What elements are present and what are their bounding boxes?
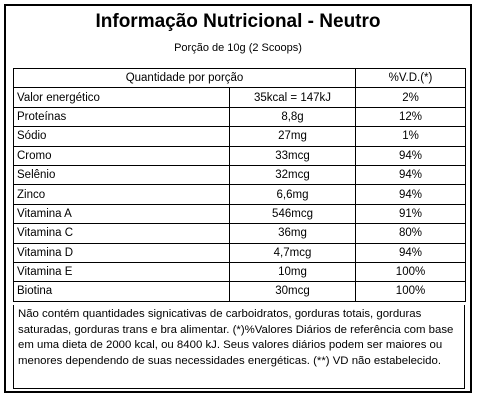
table-row: Cromo 33mcg 94%	[13, 145, 467, 166]
nutrient-daily-value: 94%	[355, 145, 467, 166]
panel-title: Informação Nutricional - Neutro	[95, 11, 381, 32]
nutrient-daily-value: 91%	[355, 203, 467, 225]
nutrient-quantity: 32mcg	[228, 164, 357, 186]
nutrient-name: Sódio	[13, 126, 230, 147]
nutrition-facts-panel: Informação Nutricional - Neutro Porção d…	[4, 4, 472, 393]
nutrient-quantity: 35kcal = 147kJ	[228, 87, 357, 108]
nutrient-name: Vitamina C	[13, 223, 230, 244]
nutrition-table: Quantidade por porção %V.D.(*) Valor ene…	[12, 67, 467, 302]
nutrient-daily-value: 1%	[355, 126, 467, 147]
table-row: Vitamina C 36mg 80%	[13, 223, 467, 244]
table-row: Sódio 27mg 1%	[13, 126, 467, 147]
nutrient-name: Cromo	[13, 145, 230, 166]
nutrient-quantity: 10mg	[228, 261, 357, 283]
nutrient-daily-value: 2%	[355, 87, 467, 108]
nutrient-quantity: 33mcg	[228, 145, 357, 166]
table-header-row: Quantidade por porção %V.D.(*)	[12, 67, 467, 89]
nutrient-daily-value: 80%	[355, 223, 467, 244]
nutrient-daily-value: 100%	[355, 281, 467, 302]
nutrient-daily-value: 94%	[355, 164, 467, 186]
serving-size: Porção de 10g (2 Scoops)	[174, 42, 302, 54]
nutrient-quantity: 30mcg	[228, 281, 357, 302]
table-row: Vitamina E 10mg 100%	[13, 261, 467, 283]
column-header-daily-value: %V.D.(*)	[355, 67, 467, 89]
nutrient-quantity: 4,7mcg	[228, 242, 357, 263]
table-row: Valor energético 35kcal = 147kJ 2%	[13, 87, 467, 108]
nutrient-quantity: 36mg	[228, 223, 357, 244]
table-row: Proteínas 8,8g 12%	[13, 106, 467, 128]
nutrient-name: Valor energético	[13, 87, 230, 108]
nutrient-name: Vitamina D	[13, 242, 230, 263]
nutrient-name: Selênio	[13, 164, 230, 186]
table-row: Vitamina D 4,7mcg 94%	[13, 242, 467, 263]
nutrient-name: Proteínas	[13, 106, 230, 128]
nutrient-name: Biotina	[13, 281, 230, 302]
table-row: Zinco 6,6mg 94%	[13, 184, 467, 205]
nutrient-name: Vitamina A	[13, 203, 230, 225]
table-row: Biotina 30mcg 100%	[13, 281, 467, 302]
nutrient-quantity: 6,6mg	[228, 184, 357, 205]
nutrient-daily-value: 94%	[355, 242, 467, 263]
table-row: Selênio 32mcg 94%	[13, 164, 467, 186]
nutrient-quantity: 27mg	[228, 126, 357, 147]
nutrient-name: Zinco	[13, 184, 230, 205]
column-header-quantity: Quantidade por porção	[12, 67, 357, 89]
nutrient-quantity: 546mcg	[228, 203, 357, 225]
nutrient-daily-value: 100%	[355, 261, 467, 283]
nutrient-quantity: 8,8g	[228, 106, 357, 128]
table-row: Vitamina A 546mcg 91%	[13, 203, 467, 225]
footnote: Não contém quantidades signicativas de c…	[13, 305, 465, 389]
nutrient-daily-value: 12%	[355, 106, 467, 128]
nutrient-daily-value: 94%	[355, 184, 467, 205]
nutrient-name: Vitamina E	[13, 261, 230, 283]
